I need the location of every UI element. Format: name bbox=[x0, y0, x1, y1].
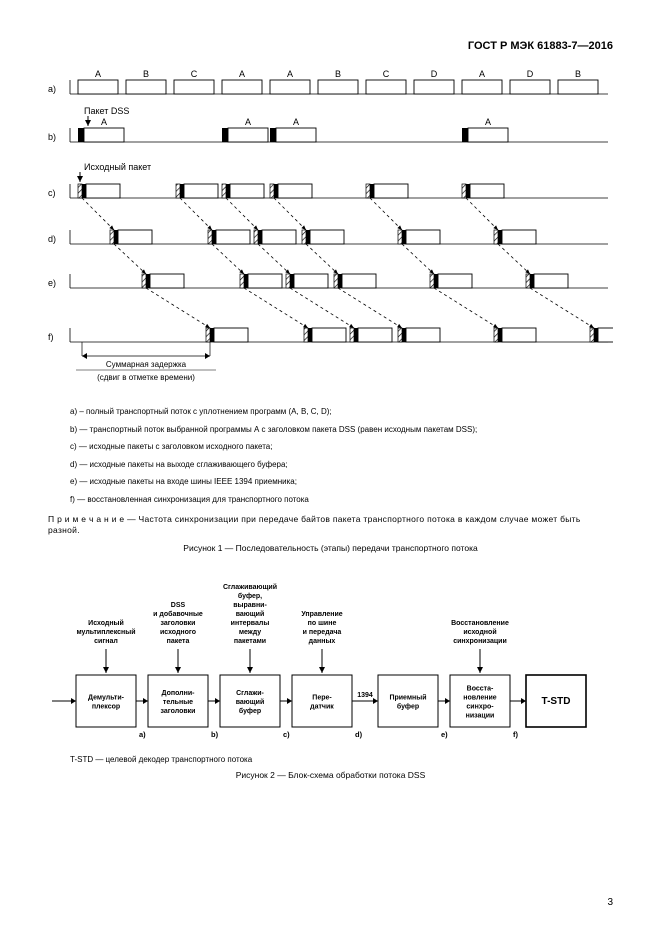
svg-text:D: D bbox=[527, 70, 534, 79]
svg-text:d): d) bbox=[355, 730, 363, 739]
svg-text:Восста-: Восста- bbox=[467, 686, 494, 693]
svg-text:по шине: по шине bbox=[308, 620, 337, 627]
svg-text:D: D bbox=[431, 70, 438, 79]
legend-b: b) — транспортный поток выбранной програ… bbox=[70, 424, 613, 436]
svg-text:b): b) bbox=[211, 730, 219, 739]
svg-text:вающий: вающий bbox=[236, 698, 265, 706]
svg-text:и передача: и передача bbox=[303, 629, 342, 636]
svg-text:DSS: DSS bbox=[171, 602, 186, 609]
svg-text:вающий: вающий bbox=[236, 610, 265, 618]
svg-text:C: C bbox=[191, 70, 198, 79]
svg-text:B: B bbox=[575, 70, 581, 79]
svg-text:исходной: исходной bbox=[463, 628, 496, 636]
svg-text:пакетами: пакетами bbox=[234, 638, 266, 645]
svg-text:a): a) bbox=[139, 730, 146, 739]
svg-text:синхронизации: синхронизации bbox=[453, 638, 507, 645]
svg-text:новление: новление bbox=[463, 695, 496, 702]
tstd-note: T-STD — целевой декодер транспортного по… bbox=[70, 755, 613, 764]
svg-text:c): c) bbox=[48, 188, 56, 198]
svg-text:датчик: датчик bbox=[310, 704, 334, 711]
svg-text:A: A bbox=[245, 117, 251, 127]
svg-text:C: C bbox=[383, 70, 390, 79]
svg-text:Сглаживающий: Сглаживающий bbox=[223, 583, 277, 591]
svg-text:e): e) bbox=[48, 278, 56, 288]
svg-text:d): d) bbox=[48, 234, 56, 244]
svg-text:данных: данных bbox=[309, 638, 336, 645]
svg-text:A: A bbox=[95, 70, 101, 79]
svg-text:тельные: тельные bbox=[163, 699, 193, 706]
svg-text:T-STD: T-STD bbox=[542, 696, 571, 707]
svg-text:сигнал: сигнал bbox=[94, 638, 118, 645]
svg-text:A: A bbox=[293, 117, 299, 127]
svg-text:A: A bbox=[287, 70, 293, 79]
svg-text:Исходный: Исходный bbox=[88, 619, 124, 627]
legend-e: e) — исходные пакеты на входе шины IEEE … bbox=[70, 476, 613, 488]
svg-text:исходного: исходного bbox=[160, 629, 196, 636]
svg-text:заголовки: заголовки bbox=[161, 708, 196, 715]
svg-text:b): b) bbox=[48, 132, 56, 142]
figure-1-caption: Рисунок 1 — Последовательность (этапы) п… bbox=[48, 543, 613, 553]
figure-2-block-diagram: Исходныймультиплексный сигнал DSSи добавоч… bbox=[48, 579, 613, 747]
svg-text:буфер,: буфер, bbox=[238, 592, 262, 600]
svg-text:Управление: Управление bbox=[301, 611, 342, 618]
svg-text:Дополни-: Дополни- bbox=[162, 690, 196, 697]
svg-text:выравни-: выравни- bbox=[233, 602, 267, 609]
svg-text:A: A bbox=[239, 70, 245, 79]
svg-text:и добавочные: и добавочные bbox=[153, 610, 203, 618]
figure-2-caption: Рисунок 2 — Блок-схема обработки потока … bbox=[48, 770, 613, 780]
note-text: П р и м е ч а н и е — Частота синхрониза… bbox=[48, 514, 613, 538]
svg-text:плексор: плексор bbox=[92, 704, 120, 711]
svg-text:низации: низации bbox=[466, 713, 495, 720]
svg-text:Демульти-: Демульти- bbox=[88, 695, 125, 702]
svg-text:мультиплексный: мультиплексный bbox=[76, 628, 135, 636]
legend-d: d) — исходные пакеты на выходе сглаживаю… bbox=[70, 459, 613, 471]
svg-text:A: A bbox=[101, 117, 107, 127]
doc-standard-id: ГОСТ Р МЭК 61883-7—2016 bbox=[48, 40, 613, 52]
page-number: 3 bbox=[607, 897, 613, 908]
legend-a: a) – полный транспортный поток с уплотне… bbox=[70, 406, 613, 418]
svg-text:f): f) bbox=[513, 730, 518, 739]
svg-text:буфер: буфер bbox=[397, 703, 419, 711]
svg-text:интервалы: интервалы bbox=[231, 620, 270, 627]
svg-text:1394: 1394 bbox=[357, 692, 373, 699]
figure-1-timing: a)b)c)d)e)f)ABCAABCDADBПакет DSSAAAAИсхо… bbox=[48, 70, 613, 400]
svg-text:Пакет DSS: Пакет DSS bbox=[84, 106, 129, 116]
svg-text:c): c) bbox=[283, 730, 290, 739]
legend-c: c) — исходные пакеты с заголовком исходн… bbox=[70, 441, 613, 453]
svg-text:A: A bbox=[485, 117, 491, 127]
svg-text:Восстановление: Восстановление bbox=[451, 620, 509, 627]
svg-text:синхро-: синхро- bbox=[466, 704, 494, 711]
svg-text:(сдвиг в отметке времени): (сдвиг в отметке времени) bbox=[97, 373, 195, 382]
legend-f: f) — восстановленная синхронизация для т… bbox=[70, 494, 613, 506]
svg-text:Суммарная задержка: Суммарная задержка bbox=[106, 360, 187, 369]
svg-text:Приемный: Приемный bbox=[389, 694, 426, 702]
svg-text:Сглажи-: Сглажи- bbox=[236, 690, 264, 697]
svg-text:между: между bbox=[239, 629, 261, 636]
svg-text:Исходный пакет: Исходный пакет bbox=[84, 162, 151, 172]
svg-text:e): e) bbox=[441, 730, 448, 739]
svg-text:заголовки: заголовки bbox=[161, 620, 196, 627]
svg-text:Пере-: Пере- bbox=[312, 695, 332, 702]
svg-text:A: A bbox=[479, 70, 485, 79]
svg-text:пакета: пакета bbox=[167, 638, 190, 645]
svg-text:a): a) bbox=[48, 84, 56, 94]
svg-text:буфер: буфер bbox=[239, 707, 261, 715]
svg-text:B: B bbox=[143, 70, 149, 79]
svg-text:f): f) bbox=[48, 332, 54, 342]
svg-text:B: B bbox=[335, 70, 341, 79]
